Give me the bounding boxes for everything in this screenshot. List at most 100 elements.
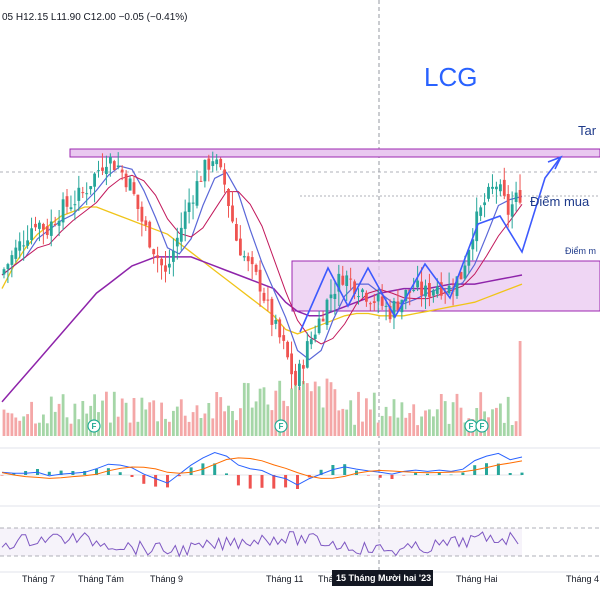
candle-body — [183, 211, 187, 229]
volume-bar — [152, 400, 156, 436]
candle-body — [329, 294, 333, 299]
volume-bar — [231, 411, 234, 436]
candle-body — [65, 196, 69, 207]
volume-bar — [384, 406, 388, 436]
candle-body — [369, 303, 372, 305]
volume-bar — [175, 406, 179, 436]
candle-body — [282, 335, 286, 341]
resistance-band[interactable] — [69, 148, 600, 158]
macd-histogram-bar — [0, 475, 4, 476]
volume-bar — [451, 402, 455, 436]
macd-histogram-bar — [426, 473, 429, 475]
volume-bar — [65, 417, 69, 436]
volume-bar — [128, 422, 132, 436]
volume-bar — [506, 396, 510, 436]
macd-histogram-bar — [520, 472, 524, 475]
volume-bar — [432, 416, 435, 436]
candle-body — [499, 184, 502, 192]
volume-bar — [235, 420, 238, 436]
crosshair-date-badge — [332, 570, 433, 586]
candle-body — [22, 245, 26, 247]
macd-histogram-bar — [272, 475, 276, 489]
macd-histogram-bar — [142, 475, 146, 484]
candle-body — [372, 301, 376, 303]
ohlc-readout: 05 H12.15 L11.90 C12.00 −0.05 (−0.41%) — [2, 12, 188, 23]
x-tick-label: Tháng Hai — [456, 574, 498, 584]
volume-bar — [408, 413, 412, 436]
flag-label: F — [92, 422, 97, 431]
volume-bar — [278, 380, 282, 436]
candle-body — [424, 285, 427, 297]
volume-bar — [2, 409, 6, 436]
volume-bar — [321, 407, 325, 436]
candle-body — [109, 156, 112, 164]
candle-body — [136, 194, 140, 209]
candle-body — [274, 320, 278, 324]
volume-bar — [317, 386, 321, 436]
candle-body — [53, 224, 57, 225]
volume-bar — [396, 417, 400, 436]
x-tick-label: Tháng Tám — [78, 574, 124, 584]
volume-bar — [502, 422, 506, 436]
candle-body — [172, 250, 175, 262]
macd-histogram-bar — [154, 475, 158, 487]
macd-histogram-bar — [83, 471, 87, 475]
candle-body — [333, 293, 337, 299]
volume-bar — [30, 401, 33, 436]
macd-pane — [0, 451, 524, 489]
volume-bar — [211, 418, 215, 436]
candle-body — [250, 257, 254, 265]
candle-body — [246, 256, 250, 262]
volume-bar — [195, 405, 199, 436]
volume-bar — [412, 404, 416, 436]
candle-body — [203, 159, 207, 182]
volume-bar — [357, 391, 360, 436]
candle-body — [309, 339, 313, 345]
volume-bar — [309, 391, 313, 436]
volume-bar — [274, 390, 278, 436]
macd-histogram-bar — [485, 463, 488, 475]
volume-bar — [262, 387, 266, 436]
candle-body — [38, 222, 41, 229]
candle-body — [361, 289, 364, 293]
volume-bar — [81, 401, 85, 436]
volume-bar — [313, 381, 317, 436]
consolidation-zone[interactable] — [291, 260, 600, 312]
candle-body — [432, 290, 435, 296]
candle-body — [416, 280, 419, 288]
volume-bar — [400, 402, 404, 436]
candle-body — [69, 207, 73, 210]
macd-signal-line — [1, 457, 523, 479]
volume-bar — [164, 418, 167, 436]
candle-body — [164, 265, 167, 272]
volume-bar — [132, 398, 136, 436]
macd-histogram-bar — [378, 475, 382, 478]
candle-body — [357, 296, 360, 298]
macd-histogram-bar — [248, 475, 252, 489]
candle-body — [317, 318, 321, 334]
candle-body — [270, 298, 274, 325]
volume-bar — [223, 411, 226, 436]
candle-body — [467, 249, 471, 266]
candle-body — [388, 305, 392, 320]
macd-histogram-bar — [461, 472, 465, 475]
candle-body — [345, 275, 349, 286]
volume-bar — [105, 391, 108, 436]
volume-bar — [101, 400, 104, 436]
macd-histogram-bar — [177, 475, 181, 477]
candle-body — [144, 220, 148, 226]
candle-body — [439, 282, 443, 296]
volume-bar — [187, 421, 191, 436]
volume-bar — [112, 391, 116, 436]
candle-body — [286, 341, 289, 358]
volume-bar — [298, 386, 301, 436]
macd-histogram-bar — [437, 472, 441, 475]
volume-bar — [518, 341, 522, 436]
trend-zigzag-line[interactable] — [299, 157, 561, 333]
volume-bar — [124, 402, 128, 436]
volume-bar — [239, 408, 242, 436]
candle-body — [191, 202, 195, 204]
x-tick-label: Tháng — [318, 574, 344, 584]
macd-histogram-bar — [402, 475, 406, 476]
